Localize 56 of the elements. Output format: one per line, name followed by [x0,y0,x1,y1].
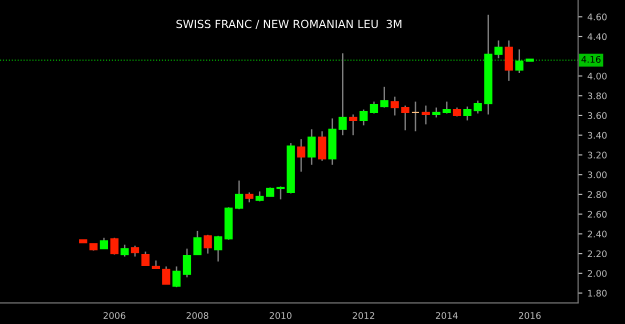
candlestick [515,48,524,74]
candlestick [182,248,192,278]
y-tick-label: 3.80 [588,92,607,100]
x-tick-label: 2014 [436,312,458,319]
candlestick [442,100,451,114]
y-tick-label: 1.80 [588,290,607,297]
candlestick [120,244,129,258]
candlestick [380,86,388,108]
candlestick [234,180,244,210]
candlestick [411,100,420,132]
candlestick [193,230,202,256]
candlestick [474,100,482,114]
y-tick-label: 3.20 [588,152,607,158]
y-tick-label: 2.20 [588,250,607,258]
x-tick-label: 2006 [104,312,126,319]
candlestick [504,40,513,82]
candlestick [172,266,181,288]
y-tick-label: 2.00 [588,270,607,277]
y-tick-label: 2.60 [588,210,607,218]
candlestick [360,108,368,126]
y-tick-label: 4.40 [588,33,607,40]
candlestick [422,104,430,126]
candlestick [463,106,472,122]
candlestick [432,106,440,118]
y-tick-label: 2.40 [588,230,607,238]
candlestick [297,138,306,172]
candlestick [308,128,316,166]
x-tick-label: 2012 [352,312,374,319]
candlestick [245,192,254,203]
y-tick-label: 4.00 [588,72,607,80]
x-tick-label: 2008 [186,312,208,319]
x-tick-label: 2010 [270,312,292,319]
y-tick-label: 3.40 [588,132,607,139]
candlestick [141,250,150,266]
candlestick [390,96,399,116]
x-tick-label: 2016 [518,312,541,319]
candlestick [110,237,118,256]
candlestick [130,245,140,258]
candlestick [204,234,212,254]
candlestick [370,100,378,114]
text: SWISS FRANC / NEW ROMANIAN LEU 3M [176,20,402,30]
candlestick [349,114,358,136]
candlestick [256,190,264,202]
y-tick-label: 3.60 [588,112,607,120]
y-tick-label: 4.60 [588,14,607,20]
candlestick [100,237,108,250]
candlestick [214,235,222,262]
candlestick [162,266,170,285]
candlestick [494,40,503,59]
candlestick [318,130,326,162]
candlestick [276,186,285,200]
ref-line-label: 4.16 [581,56,601,63]
candlestick [401,104,410,131]
y-tick-label: 3.00 [588,171,607,178]
y-tick-label: 2.80 [588,191,607,198]
candlestick [338,52,347,136]
